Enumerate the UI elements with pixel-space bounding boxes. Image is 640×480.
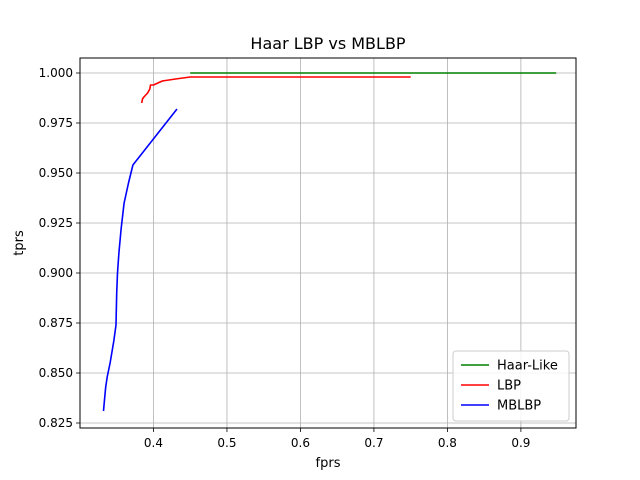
legend-box (452, 350, 570, 422)
y-tick-label: 0.975 (39, 116, 73, 130)
plot-frame (79, 57, 577, 429)
x-tick-label: 0.7 (364, 436, 383, 450)
legend-label: LBP (497, 379, 521, 394)
x-tick-label: 0.4 (144, 436, 163, 450)
y-tick-label: 1.000 (39, 66, 73, 80)
legend: Haar-Like LBP MBLBP (452, 350, 570, 422)
y-tick-label: 0.850 (39, 366, 73, 380)
x-tick-label: 0.8 (438, 436, 457, 450)
legend-label: Haar-Like (497, 359, 558, 374)
legend-label: MBLBP (497, 399, 541, 414)
y-axis: 0.825 0.850 0.875 0.900 0.925 0.950 0.975 1.000 (39, 66, 80, 430)
series-line-mblbp (102, 108, 178, 412)
y-tick-label: 0.900 (39, 266, 73, 280)
x-axis-label: fprs (316, 456, 341, 471)
x-axis: 0.4 0.5 0.6 0.7 0.8 0.9 (144, 428, 530, 450)
series-line-lbp (140, 76, 411, 104)
x-tick-label: 0.9 (511, 436, 530, 450)
series-layer (102, 72, 557, 412)
y-tick-label: 0.925 (39, 216, 73, 230)
x-tick-label: 0.5 (217, 436, 236, 450)
y-tick-label: 0.950 (39, 166, 73, 180)
chart-title: Haar LBP vs MBLBP (250, 34, 405, 53)
y-axis-label: tprs (12, 230, 27, 256)
y-tick-label: 0.875 (39, 316, 73, 330)
x-tick-label: 0.6 (291, 436, 310, 450)
y-tick-label: 0.825 (39, 416, 73, 430)
